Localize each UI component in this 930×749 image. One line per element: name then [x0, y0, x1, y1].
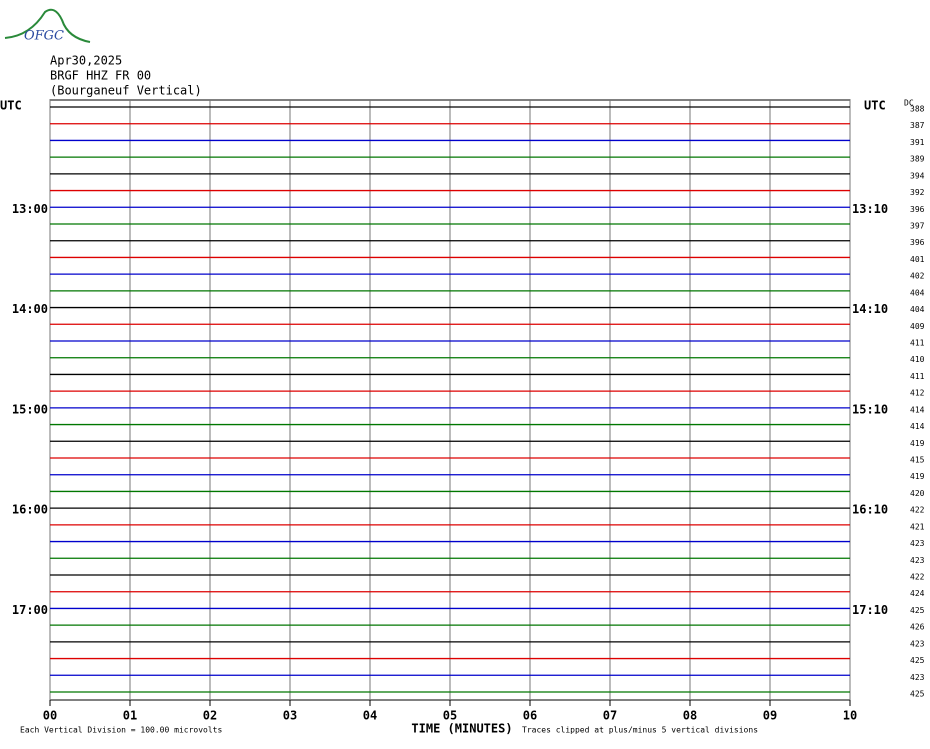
dc-header: DC [904, 99, 914, 108]
dc-value: 409 [910, 322, 925, 331]
dc-value: 394 [910, 171, 925, 180]
title-line: Apr30,2025 [50, 54, 122, 68]
dc-value: 422 [910, 506, 925, 515]
time-label-right: 13:10 [852, 202, 888, 216]
dc-value: 423 [910, 639, 925, 648]
time-label-right: 17:10 [852, 603, 888, 617]
time-label-left: 15:00 [12, 402, 48, 416]
time-label-left: 13:00 [12, 202, 48, 216]
dc-value: 423 [910, 539, 925, 548]
dc-value: 388 [910, 105, 925, 114]
x-tick-label: 02 [203, 709, 217, 723]
dc-value: 404 [910, 305, 925, 314]
dc-value: 387 [910, 121, 925, 130]
title-line: (Bourganeuf Vertical) [50, 84, 202, 98]
time-label-left: 17:00 [12, 603, 48, 617]
dc-value: 402 [910, 272, 925, 281]
dc-value: 424 [910, 589, 925, 598]
dc-value: 420 [910, 489, 925, 498]
dc-value: 391 [910, 138, 925, 147]
x-tick-label: 01 [123, 709, 137, 723]
x-tick-label: 04 [363, 709, 377, 723]
time-label-left: 14:00 [12, 302, 48, 316]
timezone-right: UTC [864, 99, 886, 113]
dc-value: 396 [910, 238, 925, 247]
dc-value: 412 [910, 389, 925, 398]
dc-value: 396 [910, 205, 925, 214]
dc-value: 422 [910, 573, 925, 582]
x-tick-label: 06 [523, 709, 537, 723]
dc-value: 397 [910, 222, 925, 231]
x-tick-label: 03 [283, 709, 297, 723]
dc-value: 404 [910, 288, 925, 297]
logo-swoosh [4, 8, 91, 43]
dc-value: 414 [910, 422, 925, 431]
dc-value: 419 [910, 472, 925, 481]
x-tick-label: 07 [603, 709, 617, 723]
timezone-left: UTC [0, 99, 22, 113]
time-label-right: 15:10 [852, 402, 888, 416]
x-tick-label: 10 [843, 709, 857, 723]
dc-value: 411 [910, 372, 925, 381]
dc-value: 426 [910, 623, 925, 632]
dc-value: 425 [910, 656, 925, 665]
dc-value: 423 [910, 673, 925, 682]
dc-value: 425 [910, 690, 925, 699]
x-tick-label: 00 [43, 709, 57, 723]
dc-value: 421 [910, 522, 925, 531]
x-axis-label: TIME (MINUTES) [411, 722, 512, 736]
x-tick-label: 09 [763, 709, 777, 723]
dc-value: 419 [910, 439, 925, 448]
dc-value: 423 [910, 556, 925, 565]
dc-value: 411 [910, 339, 925, 348]
dc-value: 401 [910, 255, 925, 264]
dc-value: 410 [910, 355, 925, 364]
time-label-right: 14:10 [852, 302, 888, 316]
x-tick-label: 08 [683, 709, 697, 723]
dc-value: 414 [910, 405, 925, 414]
time-label-right: 16:10 [852, 503, 888, 517]
logo-text: OFGC [24, 29, 64, 44]
footer-left: Each Vertical Division = 100.00 microvol… [20, 726, 222, 735]
footer-right: Traces clipped at plus/minus 5 vertical … [522, 726, 758, 735]
dc-value: 415 [910, 456, 925, 465]
x-tick-label: 05 [443, 709, 457, 723]
dc-value: 392 [910, 188, 925, 197]
time-label-left: 16:00 [12, 503, 48, 517]
dc-value: 425 [910, 606, 925, 615]
title-line: BRGF HHZ FR 00 [50, 69, 151, 83]
dc-value: 389 [910, 155, 925, 164]
